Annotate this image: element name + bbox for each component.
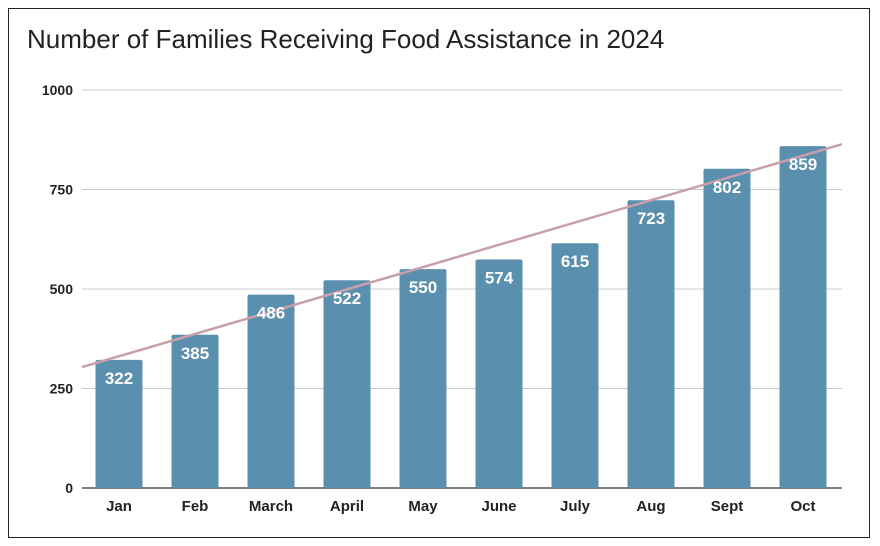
trendline: [81, 143, 843, 369]
data-labels: 322 385 486 522 550 574 615 723 802 859: [105, 155, 817, 388]
bar: [247, 294, 295, 488]
bar-value-label: 550: [409, 278, 437, 297]
bar: [95, 359, 143, 488]
bar: [703, 168, 751, 488]
trendline-group: [81, 143, 843, 369]
bar-value-label: 574: [485, 269, 514, 288]
bar: [323, 280, 371, 488]
x-axis-categories: Jan Feb March April May June July Aug Sept Oct: [106, 498, 815, 515]
bar: [171, 334, 219, 488]
bar: [627, 200, 675, 488]
x-category-label: May: [408, 498, 438, 515]
x-category-label: July: [560, 498, 591, 515]
x-category-label: Feb: [182, 498, 209, 515]
x-category-label: March: [249, 498, 293, 515]
chart-title: Number of Families Receiving Food Assist…: [27, 24, 665, 54]
x-category-label: June: [481, 498, 516, 515]
y-tick-label: 1000: [42, 82, 73, 98]
x-category-label: Jan: [106, 498, 132, 515]
bar-value-label: 859: [789, 155, 817, 174]
y-axis-ticks: 0 250 500 750 1000: [42, 82, 73, 496]
x-category-label: April: [330, 498, 364, 515]
bar-value-label: 385: [181, 344, 209, 363]
y-tick-label: 750: [50, 182, 74, 198]
bar: [779, 146, 827, 489]
bar-value-label: 322: [105, 369, 133, 388]
bar-value-label: 802: [713, 178, 741, 197]
bar-value-label: 486: [257, 304, 285, 323]
x-category-label: Oct: [790, 498, 815, 515]
bar-value-label: 522: [333, 289, 361, 308]
x-category-label: Sept: [711, 498, 744, 515]
bar: [399, 269, 447, 488]
bar: [475, 259, 523, 488]
y-tick-label: 0: [65, 480, 73, 496]
bar: [551, 243, 599, 488]
bars: [95, 146, 827, 489]
x-category-label: Aug: [636, 498, 665, 515]
bar-value-label: 615: [561, 252, 589, 271]
bar-value-label: 723: [637, 209, 665, 228]
y-tick-label: 500: [50, 281, 74, 297]
y-tick-label: 250: [50, 381, 74, 397]
